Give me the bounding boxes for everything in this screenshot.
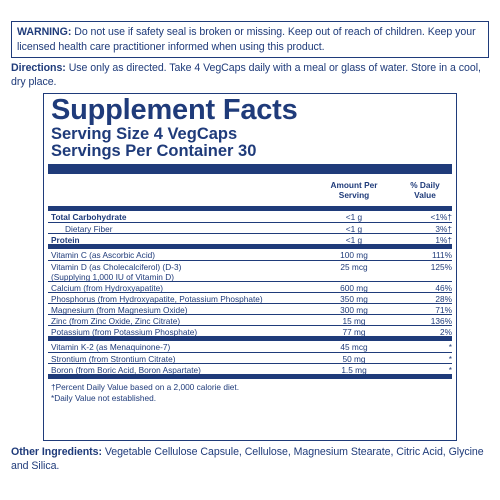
nutrient-name: Vitamin D (as Cholecalciferol) (D-3) (Su… <box>51 262 181 282</box>
nutrient-amount: 15 mg <box>342 315 366 326</box>
nutrient-name: Strontium (from Strontium Citrate) <box>51 353 176 364</box>
dv-header-line1: % Daily <box>410 180 440 190</box>
nutrient-row: Potassium (from Potassium Phosphate) 77 … <box>48 325 452 337</box>
nutrient-dv: <1%† <box>430 211 452 222</box>
nutrient-amount: 300 mg <box>340 304 368 315</box>
other-ingredients: Other Ingredients: Vegetable Cellulose C… <box>11 446 493 473</box>
serving-size: Serving Size 4 VegCaps <box>51 125 238 143</box>
directions-label: Directions: <box>11 62 66 74</box>
nutrient-row: Calcium (from Hydroxyapatite) 600 mg 46% <box>48 281 452 293</box>
warning-box: WARNING: Do not use if safety seal is br… <box>11 21 489 58</box>
nutrient-amount: 1.5 mg <box>341 364 367 375</box>
nutrient-row: Vitamin D (as Cholecalciferol) (D-3) (Su… <box>48 260 452 282</box>
nutrient-amount: <1 g <box>345 211 363 222</box>
nutrient-row: Protein <1 g 1%† <box>48 233 452 245</box>
nutrient-amount: 50 mg <box>342 353 366 364</box>
nutrient-dv: 1%† <box>435 234 452 245</box>
nutrient-name: Dietary Fiber <box>65 223 113 234</box>
nutrient-amount: <1 g <box>345 234 363 245</box>
nutrient-name: Magnesium (from Magnesium Oxide) <box>51 304 188 315</box>
medium-divider <box>48 336 452 341</box>
nutrient-row: Vitamin C (as Ascorbic Acid) 100 mg 111% <box>48 249 452 260</box>
nutrient-dv: 111% <box>432 249 452 260</box>
medium-divider <box>48 244 452 249</box>
nutrient-name: Protein <box>51 234 80 245</box>
nutrient-dv: 46% <box>435 282 452 293</box>
nutrient-row: Boron (from Boric Acid, Boron Aspartate)… <box>48 363 452 375</box>
supplement-facts-panel: Supplement Facts Serving Size 4 VegCaps … <box>43 93 457 441</box>
nutrient-row: Dietary Fiber <1 g 3%† <box>48 222 452 234</box>
nutrient-row: Vitamin K-2 (as Menaquinone-7) 45 mcg * <box>48 341 452 352</box>
nutrient-dv: * <box>448 353 452 364</box>
nutrient-name: Phosphorus (from Hydroxyapatite, Potassi… <box>51 293 263 304</box>
directions: Directions: Use only as directed. Take 4… <box>11 62 493 89</box>
nutrient-dv: 125% <box>430 261 452 272</box>
other-ingredients-label: Other Ingredients: <box>11 446 102 458</box>
nutrient-dv: 2% <box>440 326 452 337</box>
nutrient-amount: 350 mg <box>340 293 368 304</box>
nutrient-dv: 28% <box>435 293 452 304</box>
nutrient-row: Total Carbohydrate <1 g <1%† <box>48 211 452 222</box>
amount-header: Amount Per Serving <box>324 180 384 200</box>
thick-divider <box>48 164 452 174</box>
nutrient-row: Phosphorus (from Hydroxyapatite, Potassi… <box>48 292 452 304</box>
nutrient-dv: 71% <box>435 304 452 315</box>
nutrient-name: Vitamin K-2 (as Menaquinone-7) <box>51 341 171 352</box>
nutrient-name: Zinc (from Zinc Oxide, Zinc Citrate) <box>51 315 181 326</box>
nutrient-dv: * <box>448 364 452 375</box>
dv-header: % Daily Value <box>400 180 450 200</box>
column-header: Amount Per Serving % Daily Value <box>48 174 452 206</box>
directions-text: Use only as directed. Take 4 VegCaps dai… <box>11 62 481 88</box>
nutrient-dv: 3%† <box>435 223 452 234</box>
nutrient-row: Strontium (from Strontium Citrate) 50 mg… <box>48 352 452 364</box>
nutrient-row: Magnesium (from Magnesium Oxide) 300 mg … <box>48 303 452 315</box>
warning-label: WARNING: <box>17 26 72 38</box>
nutrient-name: Boron (from Boric Acid, Boron Aspartate) <box>51 364 201 375</box>
nutrient-name-line1: Vitamin D (as Cholecalciferol) (D-3) <box>51 261 182 272</box>
footnotes: †Percent Daily Value based on a 2,000 ca… <box>48 379 452 403</box>
amount-header-line1: Amount Per <box>330 180 378 190</box>
nutrient-amount: 45 mcg <box>340 341 368 352</box>
nutrient-amount: 77 mg <box>342 326 366 337</box>
facts-title: Supplement Facts <box>51 94 298 126</box>
nutrient-amount: 600 mg <box>340 282 368 293</box>
medium-divider <box>48 206 452 211</box>
footnote-dv: †Percent Daily Value based on a 2,000 ca… <box>51 382 240 392</box>
medium-divider <box>48 374 452 379</box>
dv-header-line2: Value <box>414 189 436 200</box>
nutrient-dv: * <box>448 341 452 352</box>
nutrient-name: Vitamin C (as Ascorbic Acid) <box>51 249 156 260</box>
other-ingredients-text: Vegetable Cellulose Capsule, Cellulose, … <box>11 446 484 472</box>
nutrient-amount: 25 mcg <box>340 261 368 272</box>
footnote-not-established: *Daily Value not established. <box>51 392 157 403</box>
servings-per-container: Servings Per Container 30 <box>51 142 257 160</box>
nutrient-amount: 100 mg <box>340 249 368 260</box>
nutrient-name: Total Carbohydrate <box>51 211 127 222</box>
nutrient-amount: <1 g <box>345 223 363 234</box>
warning-text: Do not use if safety seal is broken or m… <box>17 26 476 53</box>
nutrient-name: Calcium (from Hydroxyapatite) <box>51 282 164 293</box>
nutrient-row: Zinc (from Zinc Oxide, Zinc Citrate) 15 … <box>48 314 452 326</box>
nutrient-dv: 136% <box>430 315 452 326</box>
nutrient-name-line2: (Supplying 1,000 IU of Vitamin D) <box>51 271 174 282</box>
amount-header-line2: Serving <box>338 189 370 200</box>
nutrient-name: Potassium (from Potassium Phosphate) <box>51 326 198 337</box>
